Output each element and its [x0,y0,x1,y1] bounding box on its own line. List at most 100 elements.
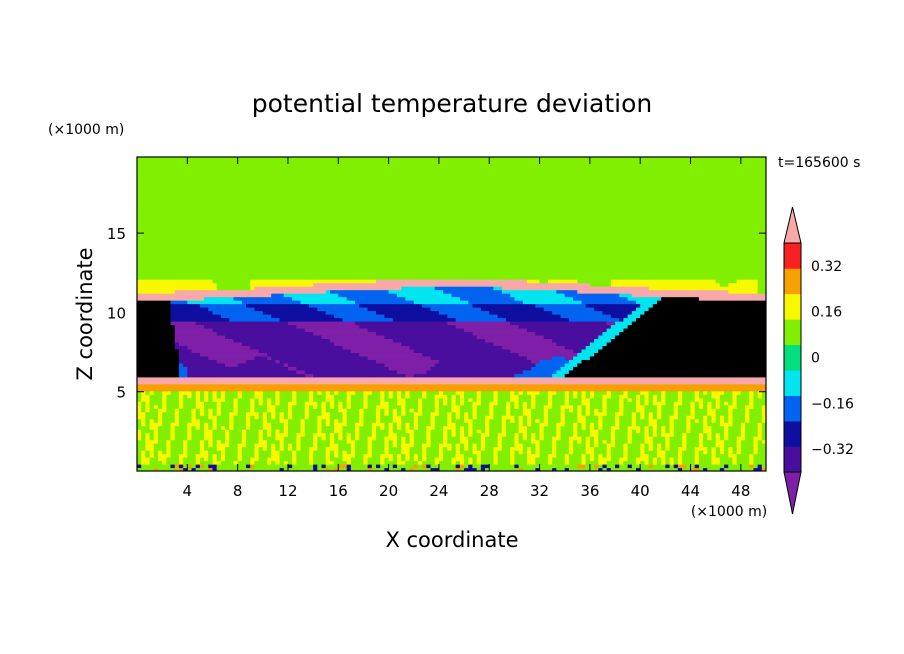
field-cell [191,408,197,413]
field-cell [506,432,515,437]
field-cell [736,460,750,465]
field-cell [581,408,587,413]
field-cell [648,415,654,420]
field-cell [342,345,411,350]
field-cell [384,408,390,413]
field-cell [698,450,704,455]
field-cell [237,443,247,448]
field-cell [493,460,499,465]
field-cell [518,404,524,409]
field-cell [644,401,650,406]
field-cell [246,436,260,441]
field-cell [199,408,205,413]
field-cell [212,436,226,441]
field-cell [250,345,344,350]
field-cell [246,415,251,420]
field-cell [355,390,365,395]
field-cell [204,411,209,416]
field-cell [237,408,251,413]
field-cell [749,397,755,402]
field-cell [137,317,172,322]
field-cell [199,394,205,399]
field-cell [359,425,373,430]
field-cell [552,443,557,448]
field-cell [619,457,629,462]
field-cell [656,446,662,451]
field-cell [216,467,281,471]
y-axis-label: Z coordinate [73,247,97,380]
field-cell [526,422,532,427]
field-cell [707,404,713,409]
field-cell [325,450,331,455]
x-tick-label: 20 [379,482,398,500]
field-cell [636,429,641,434]
field-cell [178,404,184,409]
field-cell [430,418,436,423]
field-cell [304,401,318,406]
field-cell [652,397,658,402]
field-cell [137,331,176,336]
field-cell [208,425,214,430]
field-cell [468,439,482,444]
field-cell [606,408,620,413]
field-cell [426,457,436,462]
field-cell [531,401,536,406]
field-cell [690,429,704,434]
field-cell [342,401,348,406]
field-cell [296,324,360,329]
field-cell [489,411,495,416]
field-cell [149,457,159,462]
field-cell [208,355,256,360]
field-cell [338,293,398,298]
field-cell [434,362,536,367]
field-cell [623,443,629,448]
field-cell [556,429,562,434]
field-cell [187,432,193,437]
field-cell [636,397,641,402]
field-cell [162,397,167,402]
field-cell [589,394,595,399]
field-cell [363,460,369,465]
field-cell [468,436,482,441]
field-cell [703,432,708,437]
field-cell [229,432,243,437]
field-cell [640,415,645,420]
field-cell [241,457,251,462]
field-cell [539,467,553,471]
field-cell [334,467,339,471]
field-cell [636,317,766,322]
field-cell [510,446,524,451]
field-cell [137,436,142,441]
field-cell [430,464,457,469]
colorbar-band [784,395,801,422]
field-cell [258,446,264,451]
field-cell [627,439,633,444]
field-cell [199,464,205,469]
field-cell [539,390,549,395]
field-cell [443,436,448,441]
field-cell [640,401,645,406]
field-cell [380,457,385,462]
field-cell [355,300,415,305]
field-cell [413,300,469,305]
field-cell [346,439,356,444]
field-cell [656,443,662,448]
field-cell [619,464,629,469]
colorbar-band [784,319,801,346]
field-cell [137,293,272,298]
field-cell [204,457,209,462]
field-cell [577,390,583,395]
plot-frame [136,156,767,472]
field-cell [652,429,658,434]
field-cell [266,432,272,437]
field-cell [275,390,281,395]
field-cell [598,415,604,420]
field-cell [610,394,620,399]
field-cell [417,457,423,462]
field-cell [191,467,197,471]
field-cell [745,436,755,441]
field-cell [468,460,474,465]
colorbar-tick-label: −0.16 [811,396,854,412]
field-cell [552,404,562,409]
field-cell [644,439,654,444]
